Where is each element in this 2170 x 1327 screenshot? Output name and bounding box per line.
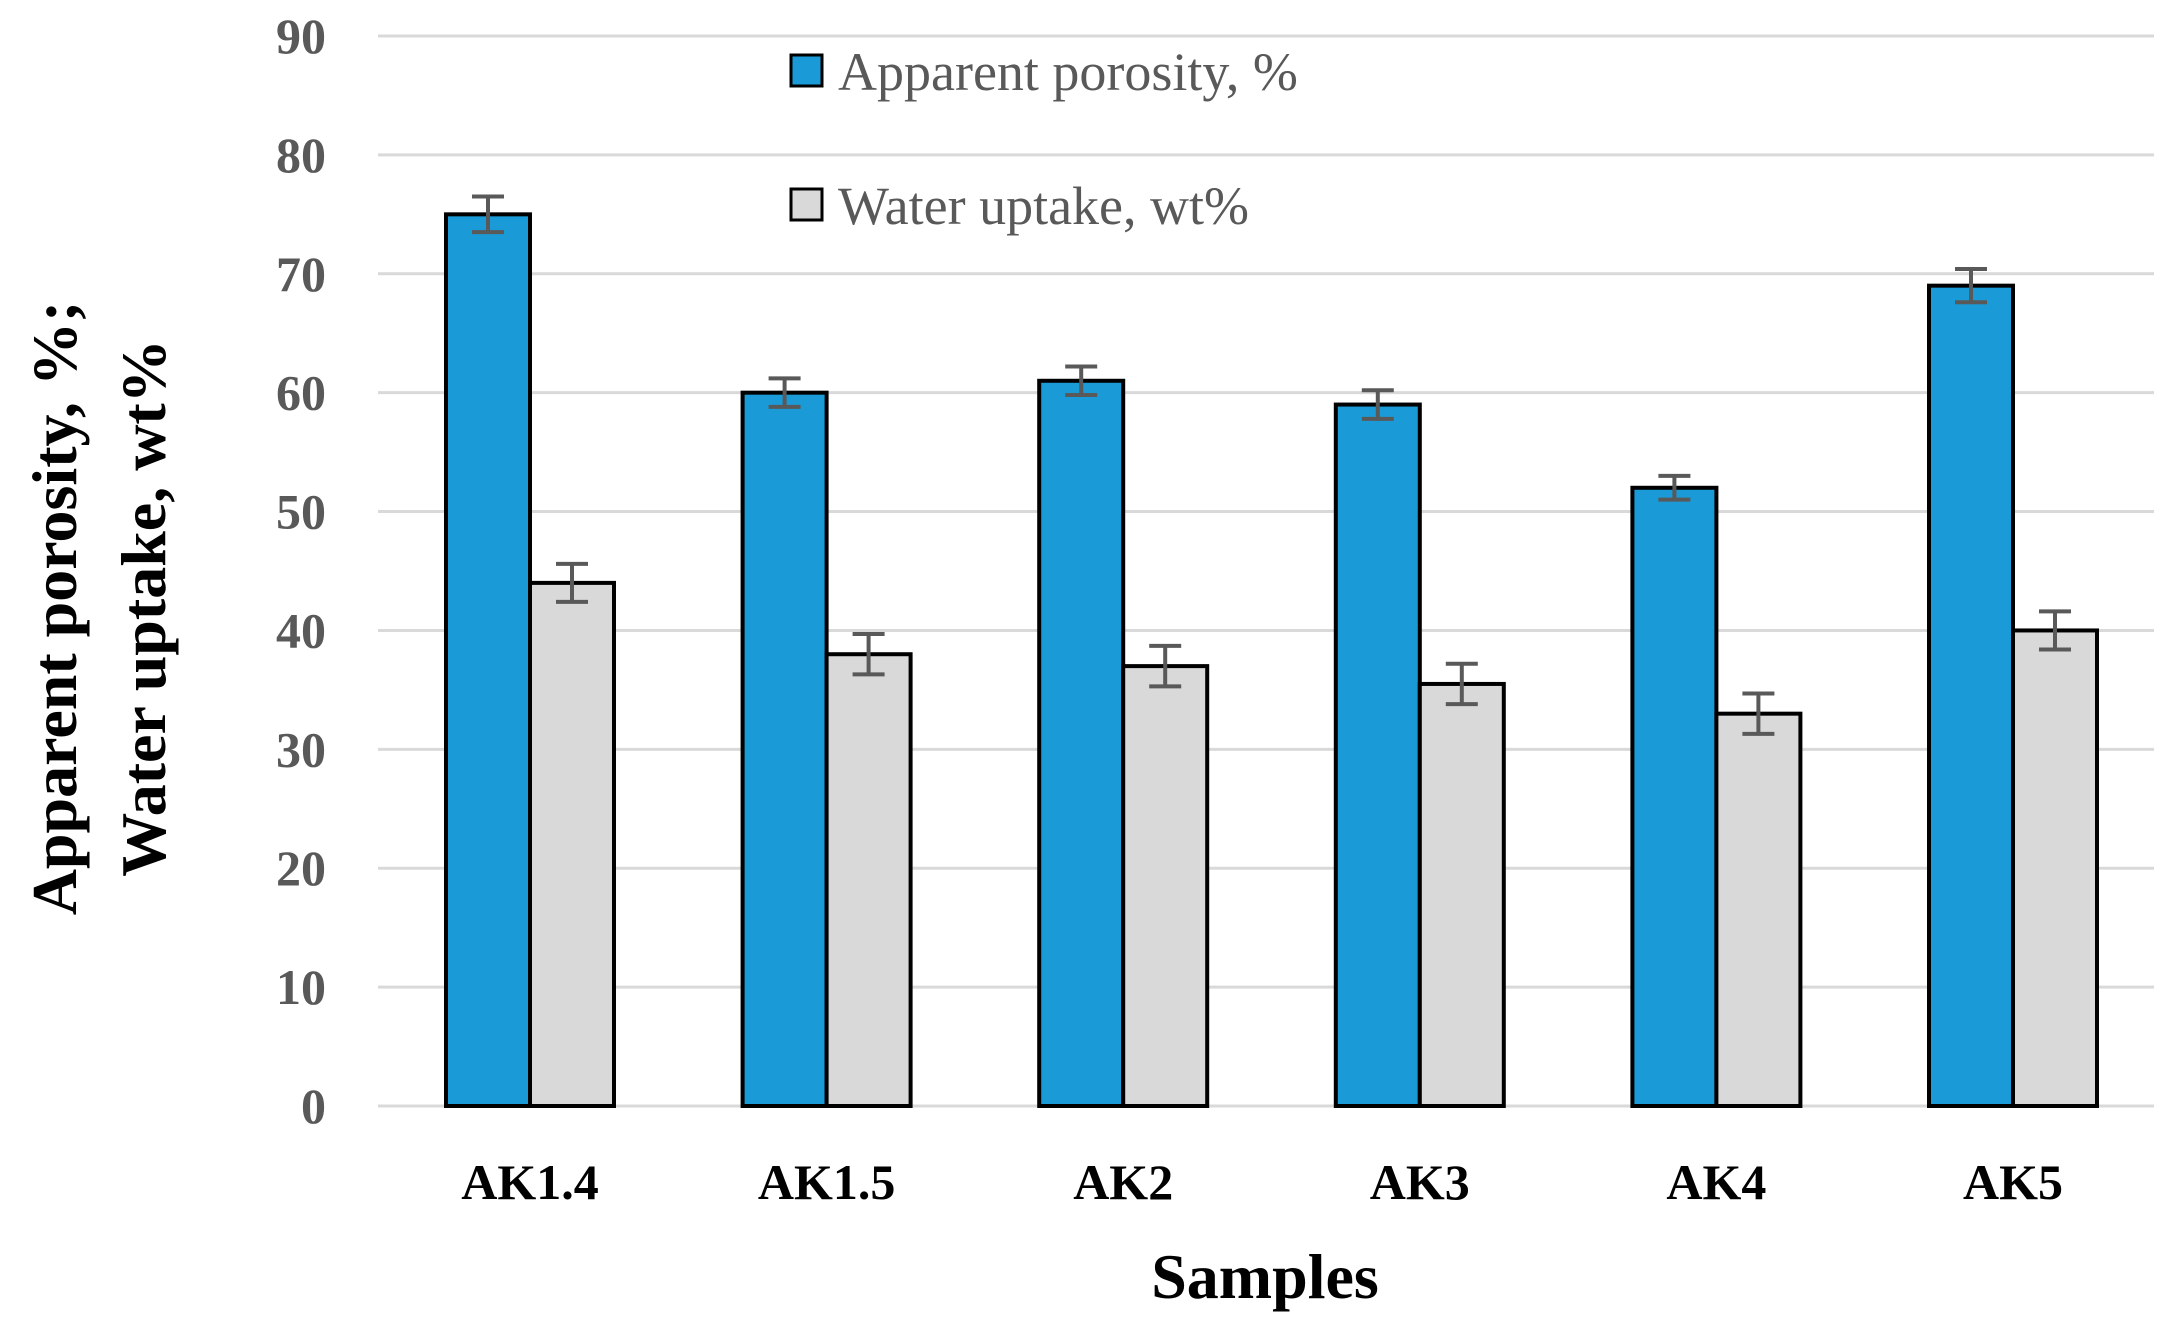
x-tick-label-ak2: AK2: [1073, 1154, 1173, 1210]
error-bar-water-uptake-wt-ak2: [1149, 643, 1182, 689]
error-bar-apparent-porosity-ak2: [1065, 364, 1098, 398]
x-tick-label-ak1-5: AK1.5: [758, 1154, 896, 1210]
error-bar-apparent-porosity-ak1-5: [768, 376, 801, 409]
bar-water-uptake-wt-ak2: [1121, 664, 1210, 1108]
error-bar-apparent-porosity-ak5: [1955, 267, 1987, 305]
x-tick-label-ak4: AK4: [1666, 1154, 1766, 1210]
y-tick-label-80: 80: [276, 127, 326, 183]
error-bar-water-uptake-wt-ak5: [2039, 609, 2071, 652]
x-tick-label-ak3: AK3: [1370, 1154, 1470, 1210]
y-tick-label-20: 20: [276, 840, 326, 896]
gridlines: [378, 34, 2154, 1108]
legend-label-water-uptake: Water uptake, wt%: [838, 176, 1249, 236]
y-tick-label-30: 30: [276, 721, 326, 777]
y-tick-label-40: 40: [276, 602, 326, 658]
legend-swatch-apparent-porosity: [789, 53, 824, 88]
bar-apparent-porosity-ak1-5: [740, 390, 829, 1108]
bar-water-uptake-wt-ak1-5: [824, 652, 913, 1108]
bar-apparent-porosity-ak5: [1927, 283, 2015, 1108]
bar-water-uptake-wt-ak5: [2011, 628, 2099, 1108]
y-axis-title-line-1: Apparent porosity, %;: [19, 301, 90, 916]
y-tick-label-0: 0: [301, 1078, 326, 1134]
x-tick-label-ak1-4: AK1.4: [461, 1154, 599, 1210]
bar-apparent-porosity-ak2: [1037, 378, 1126, 1108]
error-bar-apparent-porosity-ak1-4: [472, 194, 504, 235]
bar-water-uptake-wt-ak3: [1417, 681, 1506, 1108]
bar-water-uptake-wt-ak1-4: [528, 580, 616, 1108]
x-axis-labels: AK1.4 AK1.5 AK2 AK3 AK4 AK5: [461, 1154, 2063, 1210]
x-tick-label-ak5: AK5: [1963, 1154, 2063, 1210]
y-axis-title: Apparent porosity, %; Water uptake, wt%: [19, 301, 179, 916]
legend-swatch-water-uptake: [789, 187, 824, 222]
y-tick-label-70: 70: [276, 246, 326, 302]
y-axis-ticks: 0 10 20 30 40 50 60 70 80 90: [276, 8, 326, 1134]
bar-apparent-porosity-ak3: [1333, 402, 1422, 1108]
y-tick-label-10: 10: [276, 959, 326, 1015]
legend: Apparent porosity, % Water uptake, wt%: [789, 42, 1298, 236]
error-bar-water-uptake-wt-ak3: [1445, 661, 1478, 707]
error-bar-apparent-porosity-ak4: [1658, 473, 1691, 502]
error-bars: [472, 194, 2071, 736]
bar-apparent-porosity-ak4: [1630, 485, 1719, 1108]
y-tick-label-60: 60: [276, 365, 326, 421]
x-axis-title: Samples: [1151, 1241, 1379, 1312]
legend-label-apparent-porosity: Apparent porosity, %: [838, 42, 1298, 102]
y-tick-label-90: 90: [276, 8, 326, 64]
error-bar-apparent-porosity-ak3: [1361, 388, 1394, 421]
bar-apparent-porosity-ak1-4: [444, 212, 532, 1109]
y-tick-label-50: 50: [276, 484, 326, 540]
bars: [444, 212, 2099, 1109]
y-axis-title-line-2: Water uptake, wt%: [108, 339, 179, 876]
error-bar-water-uptake-wt-ak1-4: [556, 561, 588, 604]
error-bar-water-uptake-wt-ak4: [1742, 691, 1775, 736]
error-bar-water-uptake-wt-ak1-5: [852, 632, 885, 677]
bar-water-uptake-wt-ak4: [1714, 711, 1803, 1109]
